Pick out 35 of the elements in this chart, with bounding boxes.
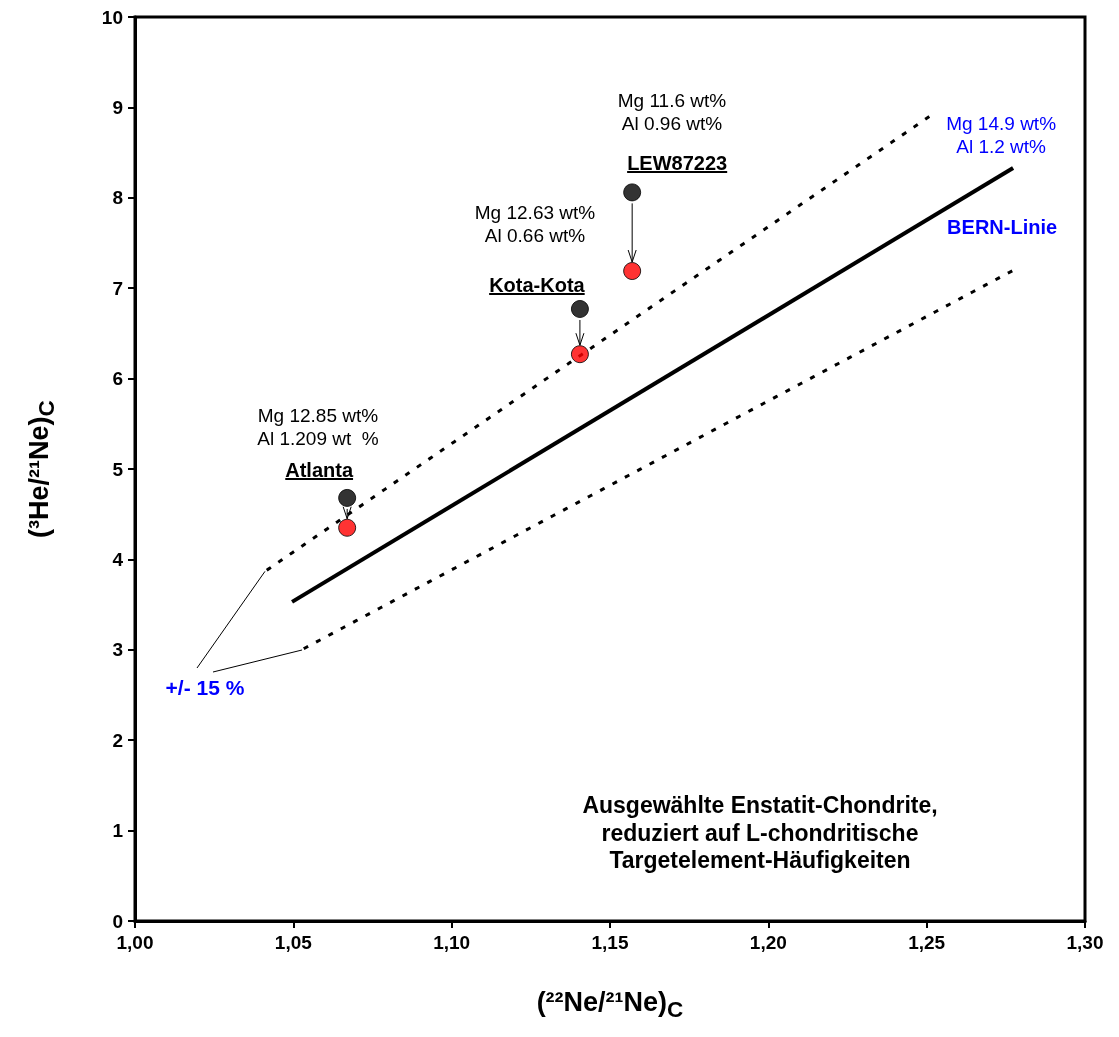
annotation: Mg 11.6 wt% Al 0.96 wt% xyxy=(617,90,727,136)
y-tick-label: 6 xyxy=(112,368,123,390)
y-tick-label: 2 xyxy=(112,729,123,751)
y-tick-label: 4 xyxy=(112,548,124,570)
annotation: Kota-Kota xyxy=(489,273,585,297)
y-tick-label: 1 xyxy=(112,820,124,842)
y-tick-label: 0 xyxy=(112,910,123,932)
point xyxy=(623,183,642,202)
x-tick-label: 1,25 xyxy=(908,932,946,953)
y-tick-label: 8 xyxy=(112,187,123,209)
point xyxy=(338,518,357,537)
y-tick-label: 10 xyxy=(101,6,123,28)
annotation: Ausgewählte Enstatit-Chondrite, reduziert auf L-chondritische Targetelement-Häufigkeiten xyxy=(582,791,938,875)
x-axis-title: (²²Ne/²¹Ne)$_{C}$ xyxy=(536,986,684,1024)
annotation: Atlanta xyxy=(285,457,354,482)
y-tick-label: 3 xyxy=(112,639,123,661)
annotation: Mg 14.9 wt% Al 1.2 wt% xyxy=(946,113,1057,159)
x-tick-label: 1,15 xyxy=(591,932,629,953)
point xyxy=(570,300,589,318)
y-tick-label: 5 xyxy=(112,458,124,480)
x-tick-label: 1,10 xyxy=(433,932,471,953)
annotation: Mg 12.85 wt% Al 1.209 wt % xyxy=(257,405,379,451)
x-tick-label: 1,20 xyxy=(749,932,787,953)
point xyxy=(623,262,642,281)
x-tick-label: 1,00 xyxy=(116,932,154,953)
x-tick-label: 1,30 xyxy=(1066,932,1104,953)
annotation: +/- 15 % xyxy=(165,675,245,701)
annotation: LEW87223 xyxy=(627,151,728,176)
point xyxy=(338,488,357,507)
point xyxy=(570,345,589,364)
y-tick-label: 9 xyxy=(112,96,123,118)
series-label: BERN-Linie xyxy=(947,214,1058,239)
x-tick-label: 1,05 xyxy=(274,932,313,953)
y-tick-label: 7 xyxy=(112,277,123,299)
annotation: Mg 12.63 wt% Al 0.66 wt% xyxy=(474,202,596,248)
